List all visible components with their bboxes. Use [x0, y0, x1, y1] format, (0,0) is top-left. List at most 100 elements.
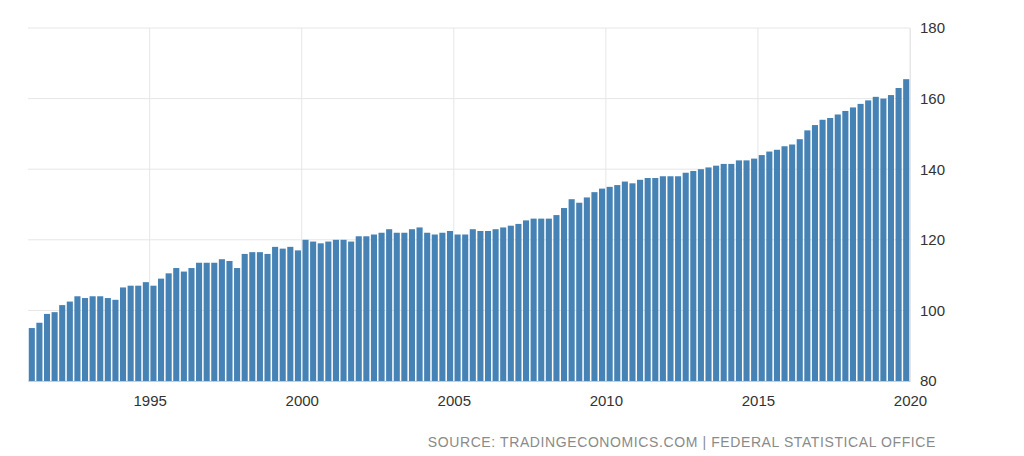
- bar: [432, 235, 438, 381]
- bar: [660, 176, 666, 381]
- bar: [386, 229, 392, 381]
- bar: [219, 259, 225, 381]
- x-tick-label: 2010: [590, 392, 623, 409]
- bar: [705, 167, 711, 381]
- bar: [44, 314, 50, 381]
- y-tick-label: 80: [920, 372, 937, 389]
- bar: [896, 88, 902, 381]
- bar: [553, 215, 559, 381]
- bar: [105, 298, 111, 381]
- bar: [629, 183, 635, 381]
- bar: [439, 233, 445, 381]
- bar: [591, 192, 597, 381]
- bar: [302, 240, 308, 381]
- bar: [477, 231, 483, 381]
- y-tick-label: 160: [920, 90, 945, 107]
- bar: [652, 178, 658, 381]
- bar: [728, 164, 734, 381]
- bar: [485, 231, 491, 381]
- bar: [645, 178, 651, 381]
- bar: [462, 235, 468, 381]
- y-tick-label: 140: [920, 161, 945, 178]
- bar: [120, 287, 126, 381]
- bar: [546, 219, 552, 381]
- bar: [751, 159, 757, 381]
- bar: [379, 233, 385, 381]
- bar: [264, 254, 270, 381]
- bar: [272, 247, 278, 381]
- bar: [759, 155, 765, 381]
- x-tick-label: 2020: [894, 392, 927, 409]
- bar: [97, 296, 103, 381]
- grid: [28, 28, 910, 381]
- bar: [637, 180, 643, 381]
- bar: [226, 261, 232, 381]
- bar: [447, 231, 453, 381]
- x-tick-label: 2015: [742, 392, 775, 409]
- bar: [842, 111, 848, 381]
- bar: [409, 229, 415, 381]
- y-tick: 160: [910, 90, 945, 107]
- bar: [766, 152, 772, 381]
- bar: [234, 268, 240, 381]
- y-tick-label: 180: [920, 19, 945, 36]
- bar: [683, 173, 689, 381]
- bar: [675, 176, 681, 381]
- bar: [690, 171, 696, 381]
- bar: [531, 219, 537, 381]
- bar: [143, 282, 149, 381]
- bar: [74, 296, 80, 381]
- bar: [112, 300, 118, 381]
- bar: [196, 263, 202, 381]
- bar: [903, 79, 909, 381]
- bar: [59, 305, 65, 381]
- bar: [599, 189, 605, 381]
- grid-line-x: [301, 28, 302, 381]
- bar: [29, 328, 35, 381]
- bar: [835, 114, 841, 381]
- bar: [181, 272, 187, 381]
- bar: [455, 235, 461, 381]
- bar: [858, 104, 864, 381]
- bar: [341, 240, 347, 381]
- y-tick-label: 120: [920, 231, 945, 248]
- bar: [812, 125, 818, 381]
- bar: [576, 203, 582, 381]
- bar: [865, 100, 871, 381]
- bar: [607, 187, 613, 381]
- grid-line-x: [453, 28, 454, 381]
- y-axis-line: [910, 29, 911, 382]
- bar: [348, 242, 354, 381]
- bar: [500, 227, 506, 381]
- bar: [743, 160, 749, 381]
- bar: [401, 233, 407, 381]
- bar: [310, 242, 316, 381]
- bar: [736, 160, 742, 381]
- x-tick-label: 1995: [133, 392, 166, 409]
- bar: [820, 120, 826, 381]
- y-tick-label: 100: [920, 302, 945, 319]
- bar: [888, 95, 894, 381]
- y-tick: 80: [910, 372, 937, 389]
- bar: [424, 233, 430, 381]
- x-tick-label: 2000: [286, 392, 319, 409]
- bar: [569, 199, 575, 381]
- y-tick: 180: [910, 19, 945, 36]
- bar: [280, 249, 286, 381]
- x-tick-label: 2005: [438, 392, 471, 409]
- bar: [158, 279, 164, 381]
- bar: [188, 268, 194, 381]
- bar: [356, 236, 362, 381]
- bar: [523, 220, 529, 381]
- bar: [173, 268, 179, 381]
- bar: [827, 118, 833, 381]
- x-axis-line: [29, 381, 911, 382]
- bar: [128, 286, 134, 381]
- bar: [797, 139, 803, 381]
- bar: [614, 185, 620, 381]
- bar: [36, 323, 42, 381]
- bar: [204, 263, 210, 381]
- bar: [325, 242, 331, 381]
- x-tick: 1995: [133, 381, 166, 409]
- bar: [508, 226, 514, 381]
